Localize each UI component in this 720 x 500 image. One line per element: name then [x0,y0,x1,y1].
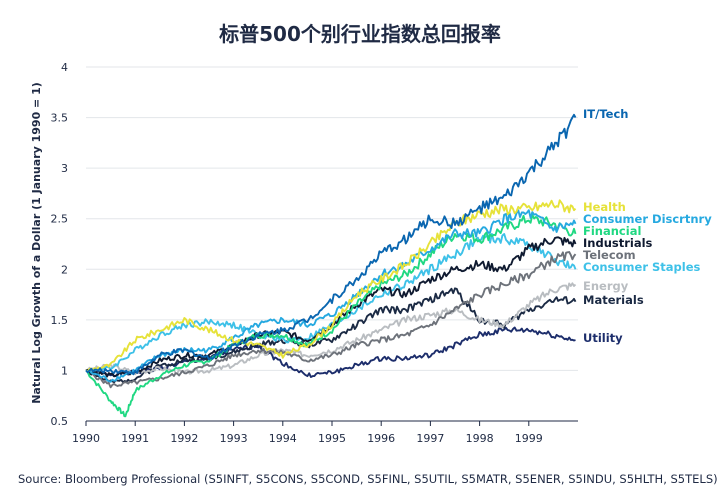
series-label: Telecom [583,248,636,262]
x-tick-label: 1993 [220,432,248,445]
x-tick-label: 1992 [170,432,198,445]
series-label: Health [583,200,626,214]
series-label: Financial [583,224,641,238]
source-note: Source: Bloomberg Professional (S5INFT, … [18,472,718,486]
x-tick-label: 1994 [269,432,297,445]
series-line-financial [85,213,577,418]
series-label: IT/Tech [583,107,628,121]
x-tick-label: 1998 [466,432,494,445]
series-line-it-tech [85,113,577,376]
series-label: Utility [583,331,623,345]
y-axis-label: Natural Log Growth of a Dollar (1 Januar… [30,82,43,404]
x-tick-label: 1995 [318,432,346,445]
series-label: Industrials [583,236,653,250]
x-tick-label: 1996 [367,432,395,445]
axes: 0.5 1 1.5 2 2.5 3 3.5 4 1990 1991 1992 1993 1994 1995… [51,61,578,445]
x-tick-label: 1990 [72,432,100,445]
series-line-health [85,199,577,373]
x-tick-label: 1991 [121,432,149,445]
y-tick-label: 3 [61,162,68,175]
series-line-materials [85,287,577,384]
y-tick-label: 0.5 [51,415,69,428]
y-tick-label: 4 [61,61,68,74]
series-label: Energy [583,279,629,293]
y-tick-label: 1 [61,364,68,377]
series-line-industrials [85,236,577,378]
series-line-telecom [85,251,577,389]
series-label: Materials [583,293,644,307]
series-label: Consumer Discrtnry [583,212,712,226]
y-tick-label: 2 [61,263,68,276]
series-label: Consumer Staples [583,260,701,274]
y-tick-label: 2.5 [51,213,69,226]
series-lines [85,113,577,418]
x-tick-label: 1997 [416,432,444,445]
chart-title: 标普500个别行业指数总回报率 [219,22,501,46]
y-tick-label: 1.5 [51,314,69,327]
x-tick-label: 1999 [515,432,543,445]
y-tick-label: 3.5 [51,112,69,125]
series-line-consumer-staples [85,232,577,374]
